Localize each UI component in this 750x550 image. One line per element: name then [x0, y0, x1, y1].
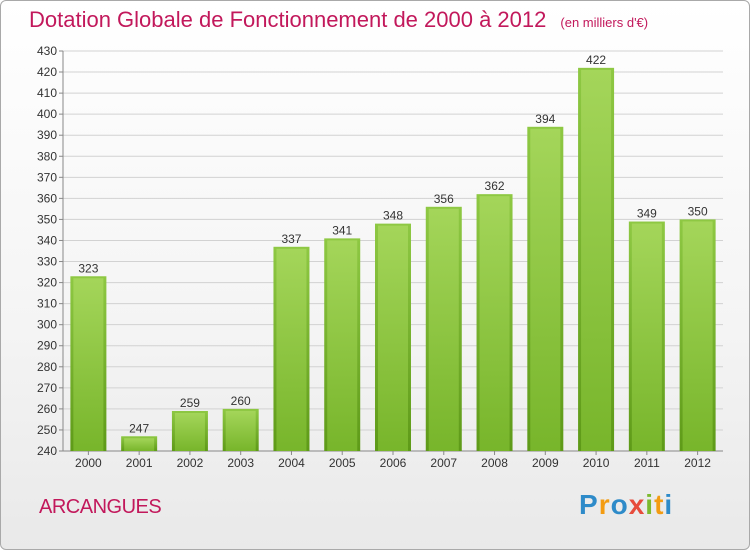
- bar-highlight: [428, 208, 459, 451]
- y-tick-label: 310: [37, 297, 57, 311]
- chart-subtitle: (en milliers d'€): [560, 15, 649, 30]
- y-tick-label: 430: [37, 44, 57, 58]
- y-tick-label: 320: [37, 276, 57, 290]
- x-tick-label: 2009: [532, 456, 559, 470]
- y-tick-label: 420: [37, 65, 57, 79]
- chart-title: Dotation Globale de Fonctionnement de 20…: [29, 7, 648, 33]
- x-tick-label: 2008: [481, 456, 508, 470]
- bar-highlight: [479, 196, 510, 451]
- y-tick-label: 400: [37, 107, 57, 121]
- x-tick-label: 2006: [380, 456, 407, 470]
- data-label: 247: [129, 421, 149, 435]
- bar-highlight: [581, 69, 612, 451]
- y-tick-label: 330: [37, 255, 57, 269]
- bar-highlight: [631, 223, 662, 451]
- x-tick-label: 2003: [227, 456, 254, 470]
- x-tick-label: 2007: [430, 456, 457, 470]
- bar-highlight: [124, 438, 155, 451]
- proxiti-logo: Proxiti: [579, 489, 673, 521]
- x-tick-label: 2010: [583, 456, 610, 470]
- data-label: 348: [383, 209, 403, 223]
- brand-letter: o: [610, 489, 629, 520]
- x-tick-label: 2005: [329, 456, 356, 470]
- bar-highlight: [225, 410, 256, 451]
- brand-letter: r: [598, 489, 611, 520]
- data-label: 349: [637, 207, 657, 221]
- x-tick-label: 2001: [126, 456, 153, 470]
- bar-highlight: [276, 248, 307, 451]
- y-tick-label: 410: [37, 86, 57, 100]
- y-tick-label: 260: [37, 402, 57, 416]
- data-label: 356: [434, 192, 454, 206]
- y-tick-label: 350: [37, 212, 57, 226]
- x-tick-label: 2012: [684, 456, 711, 470]
- data-label: 394: [535, 112, 555, 126]
- x-tick-label: 2011: [634, 456, 660, 470]
- data-label: 350: [688, 204, 708, 218]
- brand-letter: t: [654, 489, 665, 520]
- chart-title-text: Dotation Globale de Fonctionnement de 20…: [29, 7, 547, 32]
- data-label: 323: [78, 261, 98, 275]
- y-tick-label: 390: [37, 128, 57, 142]
- brand-letter: i: [664, 489, 674, 520]
- bar-highlight: [73, 278, 104, 451]
- y-tick-label: 340: [37, 233, 57, 247]
- brand-letter: P: [579, 489, 599, 520]
- data-label: 337: [281, 232, 301, 246]
- brand-letter: x: [628, 489, 646, 520]
- data-label: 259: [180, 396, 200, 410]
- y-tick-label: 360: [37, 191, 57, 205]
- bar-highlight: [530, 128, 561, 451]
- y-tick-label: 240: [37, 444, 57, 458]
- bar-highlight: [327, 240, 358, 451]
- y-tick-label: 280: [37, 360, 57, 374]
- data-label: 341: [332, 223, 352, 237]
- y-tick-label: 290: [37, 339, 57, 353]
- x-tick-label: 2000: [75, 456, 102, 470]
- y-tick-label: 270: [37, 381, 57, 395]
- x-tick-label: 2002: [177, 456, 204, 470]
- commune-name: ARCANGUES: [39, 496, 162, 518]
- y-tick-label: 250: [37, 423, 57, 437]
- y-tick-label: 300: [37, 318, 57, 332]
- bar-highlight: [682, 221, 713, 451]
- data-label: 362: [485, 179, 505, 193]
- brand-letter: i: [645, 489, 655, 520]
- x-tick-label: 2004: [278, 456, 305, 470]
- bar-highlight: [174, 413, 205, 451]
- data-label: 422: [586, 53, 606, 67]
- y-tick-label: 370: [37, 170, 57, 184]
- y-tick-label: 380: [37, 149, 57, 163]
- bar-highlight: [378, 225, 408, 451]
- data-label: 260: [231, 394, 251, 408]
